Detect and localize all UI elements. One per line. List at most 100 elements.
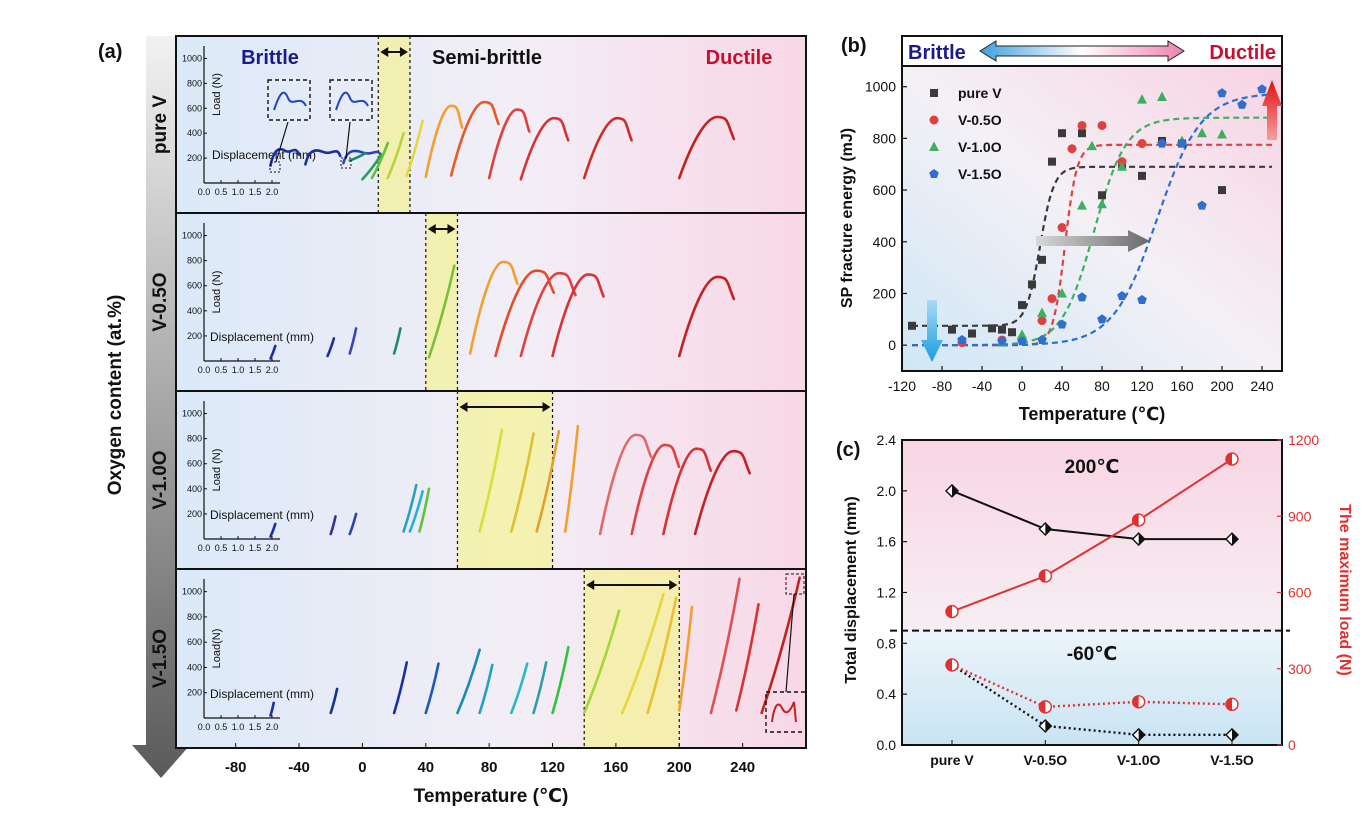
diamond-marker-fill — [1045, 719, 1052, 732]
inset-x-tick-label: 2.0 — [266, 543, 279, 553]
data-point — [968, 329, 976, 338]
data-point — [1237, 99, 1247, 109]
data-point — [1077, 292, 1087, 302]
inset-y-tick-label: 200 — [187, 509, 202, 519]
zoom-box — [765, 691, 807, 733]
left-y-tick-label: 0.8 — [877, 635, 897, 651]
load-displacement-curve — [487, 108, 531, 180]
load-displacement-curve — [630, 443, 681, 536]
zoom-box — [329, 79, 373, 121]
inset-ylabel: Load(N) — [211, 629, 223, 669]
band-arrow-head-left — [586, 580, 595, 590]
legend-label: pure V — [958, 85, 1002, 101]
data-point — [988, 324, 996, 333]
data-point — [1097, 120, 1107, 130]
circle-marker-fill — [1039, 569, 1046, 582]
diamond-marker-fill — [1232, 728, 1238, 741]
panel-c-ylabel-left: Total displacement (mm) — [843, 496, 860, 683]
right-y-tick-label: 600 — [1288, 585, 1312, 601]
panel-a-x-tick-label: 200 — [667, 759, 692, 776]
data-point — [1017, 329, 1027, 339]
inset-x-tick-label: 1.5 — [249, 543, 262, 553]
data-point — [1137, 294, 1147, 304]
panel-b-y-tick-label: 400 — [873, 234, 897, 250]
data-point — [1018, 301, 1026, 310]
panel-b-x-tick-label: 80 — [1094, 378, 1110, 394]
data-point — [1057, 223, 1067, 233]
left-y-tick-label: 2.4 — [877, 432, 897, 448]
panel-a-row-0: pure V 200 400 600 800 1000 0.0 0.5 1.0 1.5 2.0 Loa… — [150, 35, 807, 214]
panel-a-x-tick-label: 0 — [358, 759, 366, 776]
zoom-pointer — [345, 121, 351, 159]
panel-b-y-tick-label: 200 — [873, 285, 897, 301]
upper-shelf-arrow — [1262, 80, 1282, 140]
semi-brittle-band — [584, 570, 680, 747]
semi-brittle-band — [378, 37, 410, 212]
zoom-source-box — [269, 161, 281, 173]
inset-x-tick-label: 0.0 — [198, 543, 211, 553]
left-y-tick-label: 1.6 — [877, 534, 897, 550]
legend-label: V-1.5O — [958, 166, 1002, 182]
panel-b-y-tick-label: 600 — [873, 182, 897, 198]
load-displacement-curve — [418, 487, 431, 533]
load-displacement-curve — [329, 687, 339, 715]
left-y-tick-label: 0.0 — [877, 737, 897, 753]
data-point — [1157, 138, 1167, 148]
panel-b-y-tick-label: 800 — [873, 130, 897, 146]
inset-x-tick-label: 1.0 — [232, 187, 245, 197]
legend-label: V-0.5O — [958, 112, 1002, 128]
load-displacement-curve — [402, 483, 418, 533]
left-y-tick-label: 0.4 — [877, 686, 897, 702]
zoom-curve — [771, 701, 797, 723]
load-displacement-curve — [582, 116, 633, 180]
data-point — [929, 169, 939, 178]
data-point — [930, 89, 938, 97]
inset-x-tick-label: 1.0 — [232, 722, 245, 732]
load-displacement-curve — [551, 273, 605, 358]
x-category-label: V-0.5O — [1024, 752, 1068, 768]
load-displacement-curve — [348, 327, 358, 355]
inset-x-tick-label: 2.0 — [266, 722, 279, 732]
region-ductile-label: Ductile — [706, 47, 773, 69]
inset-x-tick-label: 0.0 — [198, 365, 211, 375]
load-displacement-curve — [269, 147, 301, 167]
legend-label: V-1.0O — [958, 139, 1002, 155]
data-point — [1098, 191, 1106, 200]
data-point — [1058, 129, 1066, 138]
row-label: V-1.0O — [150, 450, 171, 509]
panel-a-row-3: V-1.5O 200 400 600 800 1000 0.0 0.5 1.0 1.5 2.0 Loa… — [150, 568, 807, 749]
inset-y-tick-label: 600 — [187, 637, 202, 647]
data-point — [997, 336, 1007, 346]
inset-ylabel: Load (N) — [211, 449, 223, 492]
data-point — [1037, 307, 1047, 317]
panel-a-row-1: V-0.5O 200 400 600 800 1000 0.0 0.5 1.0 1.5 2.0 Loa… — [150, 212, 807, 392]
load-displacement-curve — [478, 428, 504, 533]
data-point — [1177, 138, 1187, 148]
series-line — [951, 663, 1232, 736]
data-point — [1217, 128, 1227, 139]
load-displacement-curve — [662, 447, 713, 536]
inset-y-tick-label: 400 — [187, 306, 202, 316]
data-point — [1218, 186, 1226, 195]
series-line — [951, 489, 1232, 541]
region-brittle-label: Brittle — [241, 47, 299, 69]
inset-x-tick-label: 0.0 — [198, 722, 211, 732]
panel-b-label: (b) — [841, 35, 867, 57]
data-point — [1157, 91, 1167, 102]
load-displacement-curve — [269, 344, 277, 360]
panel-b-x-tick-label: 160 — [1170, 378, 1194, 394]
data-point — [1137, 94, 1147, 104]
panel-b-x-tick-label: 240 — [1250, 378, 1274, 394]
semi-brittle-band — [457, 392, 553, 568]
load-displacement-curve — [392, 661, 409, 715]
data-point — [998, 325, 1006, 334]
inset-x-tick-label: 1.5 — [249, 365, 262, 375]
x-category-label: V-1.5O — [1210, 752, 1254, 768]
load-displacement-curve — [677, 605, 694, 712]
panel-c-bg-top — [902, 440, 1282, 631]
oxygen-axis-label: Oxygen content (at.%) — [105, 295, 126, 496]
load-displacement-curve — [326, 337, 336, 358]
inset-y-tick-label: 600 — [187, 103, 202, 113]
load-displacement-curve — [427, 264, 456, 359]
